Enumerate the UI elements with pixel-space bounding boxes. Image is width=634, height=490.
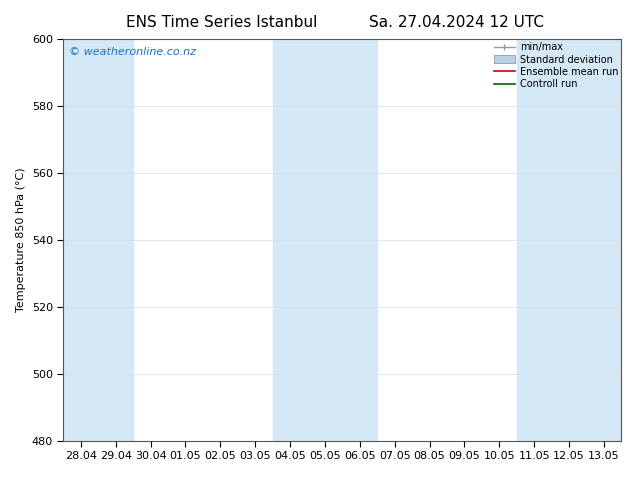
Bar: [273, 39, 307, 441]
Bar: [552, 39, 586, 441]
Text: ENS Time Series Istanbul: ENS Time Series Istanbul: [126, 15, 318, 30]
Legend: min/max, Standard deviation, Ensemble mean run, Controll run: min/max, Standard deviation, Ensemble me…: [494, 42, 618, 89]
Bar: [63, 39, 98, 441]
Bar: [307, 39, 342, 441]
Text: Sa. 27.04.2024 12 UTC: Sa. 27.04.2024 12 UTC: [369, 15, 544, 30]
Bar: [586, 39, 621, 441]
Y-axis label: Temperature 850 hPa (°C): Temperature 850 hPa (°C): [16, 168, 26, 313]
Bar: [342, 39, 377, 441]
Bar: [517, 39, 552, 441]
Bar: [98, 39, 133, 441]
Text: © weatheronline.co.nz: © weatheronline.co.nz: [69, 47, 196, 57]
